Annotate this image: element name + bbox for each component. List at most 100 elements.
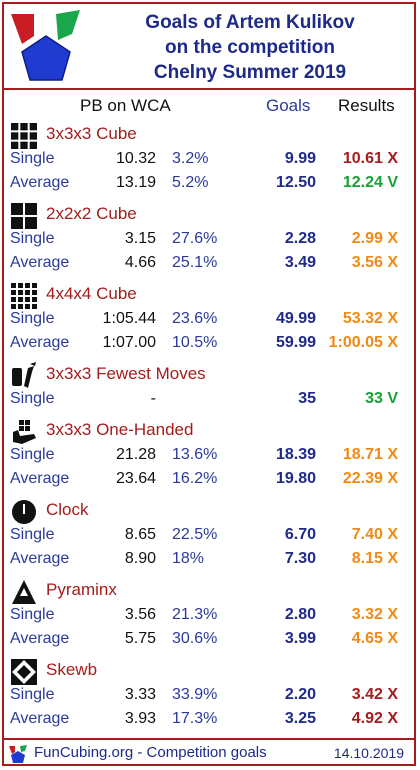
row-result: 3.42 X xyxy=(351,686,398,703)
row-label: Average xyxy=(10,710,70,727)
row-goal: 2.20 xyxy=(284,686,316,703)
row-result: 4.65 X xyxy=(351,630,398,647)
row-percent: 27.6% xyxy=(172,230,218,247)
row-label: Single xyxy=(10,310,55,327)
row-goal: 9.99 xyxy=(284,150,316,167)
header-divider xyxy=(4,88,416,90)
row-percent: 25.1% xyxy=(172,254,218,271)
footer-site-link[interactable]: FunCubing.org - Competition goals xyxy=(34,744,267,761)
title-line-3: Chelny Summer 2019 xyxy=(153,62,347,83)
event-name: Clock xyxy=(46,500,89,519)
card-frame xyxy=(2,2,416,766)
clock-icon xyxy=(10,498,38,526)
row-label: Average xyxy=(10,630,70,647)
result-row: Single 3.56 21.3% 2.80 3.32 X xyxy=(0,606,420,630)
result-row: Single 8.65 22.5% 6.70 7.40 X xyxy=(0,526,420,550)
row-pb: 5.75 xyxy=(124,630,156,647)
row-pb: 21.28 xyxy=(115,446,156,463)
row-percent: 3.2% xyxy=(172,150,209,167)
row-goal: 3.25 xyxy=(284,710,316,727)
row-pb: 8.90 xyxy=(124,550,156,567)
footer-divider xyxy=(4,738,416,740)
row-result: 7.40 X xyxy=(351,526,398,543)
row-percent: 5.2% xyxy=(172,174,209,191)
row-percent: 16.2% xyxy=(172,470,218,487)
row-goal: 6.70 xyxy=(284,526,316,543)
row-result: 33 V xyxy=(365,390,398,407)
row-result: 53.32 X xyxy=(342,310,398,327)
event-name: Skewb xyxy=(46,660,98,679)
row-percent: 13.6% xyxy=(172,446,218,463)
event-name: 3x3x3 Cube xyxy=(46,124,137,143)
row-goal: 2.80 xyxy=(284,606,316,623)
result-row: Average 23.64 16.2% 19.80 22.39 X xyxy=(0,470,420,494)
row-percent: 17.3% xyxy=(172,710,218,727)
event-name: 2x2x2 Cube xyxy=(46,204,137,223)
row-result: 18.71 X xyxy=(342,446,398,463)
row-label: Single xyxy=(10,150,55,167)
row-percent: 23.6% xyxy=(172,310,218,327)
result-row: Average 13.19 5.2% 12.50 12.24 V xyxy=(0,174,420,198)
row-percent: 10.5% xyxy=(172,334,218,351)
title-line-2: on the competition xyxy=(165,37,335,58)
title-line-1: Goals of Artem Kulikov xyxy=(145,12,355,33)
row-goal: 7.30 xyxy=(284,550,316,567)
row-pb: 1:07.00 xyxy=(102,334,156,351)
result-row: Average 4.66 25.1% 3.49 3.56 X xyxy=(0,254,420,278)
row-label: Average xyxy=(10,254,70,271)
row-result: 4.92 X xyxy=(351,710,398,727)
row-label: Single xyxy=(10,606,55,623)
row-goal: 3.49 xyxy=(284,254,316,271)
row-label: Single xyxy=(10,390,55,407)
row-result: 8.15 X xyxy=(351,550,398,567)
row-label: Single xyxy=(10,230,55,247)
event-name: 3x3x3 Fewest Moves xyxy=(46,364,206,383)
row-percent: 22.5% xyxy=(172,526,218,543)
skewb-icon xyxy=(10,658,38,686)
row-percent: 30.6% xyxy=(172,630,218,647)
row-pb: 23.64 xyxy=(115,470,156,487)
row-result: 10.61 X xyxy=(342,150,398,167)
one-handed-icon xyxy=(10,418,38,446)
row-pb: 1:05.44 xyxy=(102,310,156,327)
footer-date: 14.10.2019 xyxy=(333,745,404,761)
result-row: Single - 35 33 V xyxy=(0,390,420,414)
row-pb: 3.33 xyxy=(124,686,156,703)
row-goal: 18.39 xyxy=(275,446,316,463)
result-row: Average 5.75 30.6% 3.99 4.65 X xyxy=(0,630,420,654)
event-name: 3x3x3 One-Handed xyxy=(46,420,194,439)
row-goal: 49.99 xyxy=(275,310,316,327)
column-header-results: Results xyxy=(338,96,395,115)
fewest-moves-icon xyxy=(10,362,38,390)
funcubing-logo-small-icon xyxy=(9,745,27,763)
row-pb: 10.32 xyxy=(115,150,156,167)
cube-3x3-icon xyxy=(10,122,38,150)
row-result: 3.56 X xyxy=(351,254,398,271)
result-row: Single 21.28 13.6% 18.39 18.71 X xyxy=(0,446,420,470)
result-row: Average 1:07.00 10.5% 59.99 1:00.05 X xyxy=(0,334,420,358)
row-label: Average xyxy=(10,174,70,191)
row-result: 12.24 V xyxy=(342,174,398,191)
row-pb: 3.93 xyxy=(124,710,156,727)
row-goal: 35 xyxy=(298,390,316,407)
result-row: Single 10.32 3.2% 9.99 10.61 X xyxy=(0,150,420,174)
row-label: Average xyxy=(10,334,70,351)
row-pb: 3.15 xyxy=(124,230,156,247)
result-row: Average 8.90 18% 7.30 8.15 X xyxy=(0,550,420,574)
row-label: Single xyxy=(10,526,55,543)
footer: FunCubing.org - Competition goals 14.10.… xyxy=(0,740,420,766)
row-goal: 3.99 xyxy=(284,630,316,647)
row-label: Average xyxy=(10,550,70,567)
event-name: 4x4x4 Cube xyxy=(46,284,137,303)
result-row: Single 3.33 33.9% 2.20 3.42 X xyxy=(0,686,420,710)
row-label: Average xyxy=(10,470,70,487)
row-label: Single xyxy=(10,686,55,703)
row-goal: 12.50 xyxy=(275,174,316,191)
column-header-pb: PB on WCA xyxy=(80,96,171,115)
row-pb: 4.66 xyxy=(124,254,156,271)
row-label: Single xyxy=(10,446,55,463)
funcubing-logo-icon xyxy=(11,10,80,81)
row-pb: 8.65 xyxy=(124,526,156,543)
result-row: Single 3.15 27.6% 2.28 2.99 X xyxy=(0,230,420,254)
result-row: Single 1:05.44 23.6% 49.99 53.32 X xyxy=(0,310,420,334)
